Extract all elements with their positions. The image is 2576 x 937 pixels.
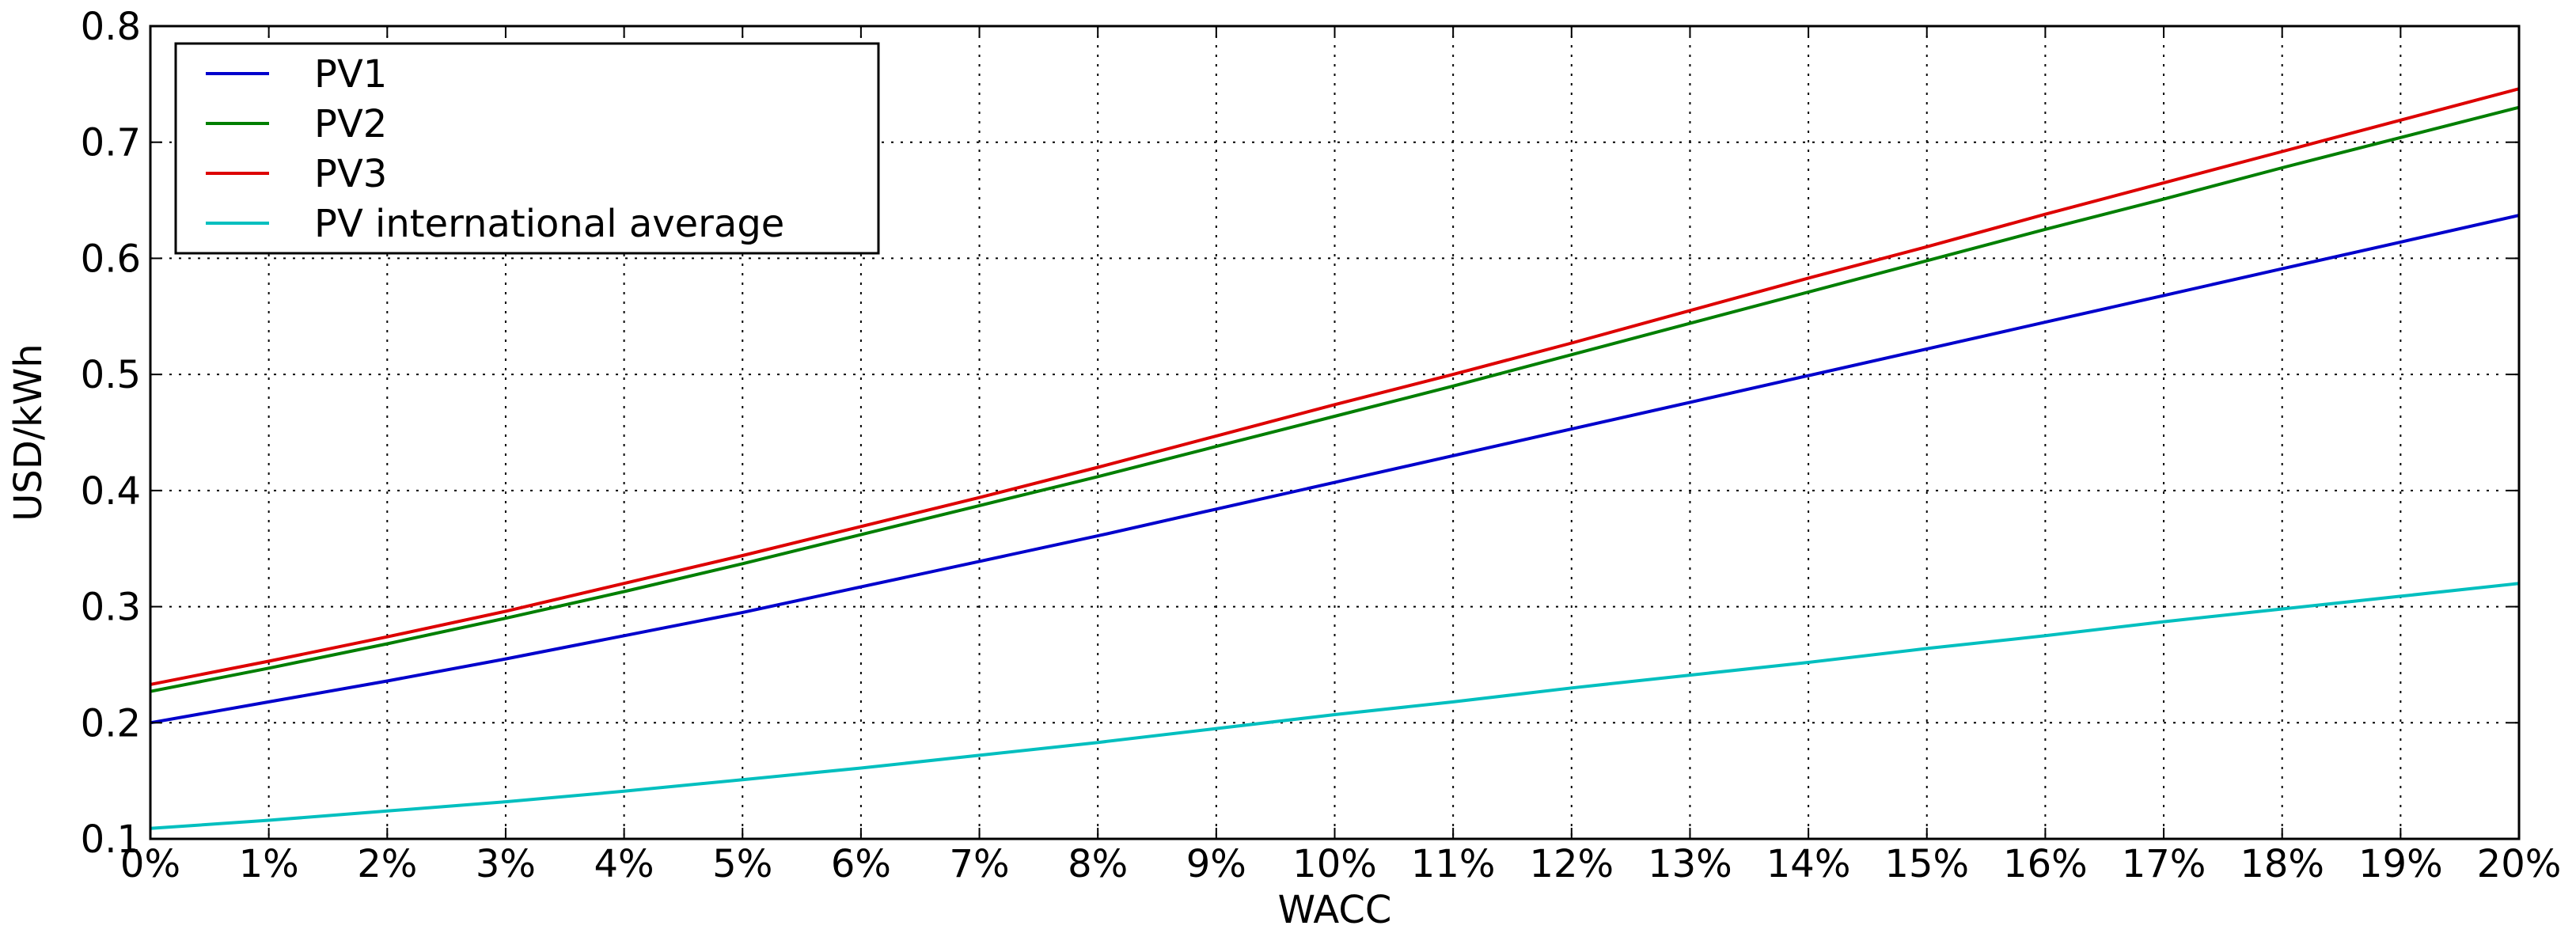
y-tick-label: 0.2 (81, 701, 141, 745)
series-line-2 (150, 105, 2520, 693)
y-tick-label: 0.8 (81, 5, 141, 49)
series-lines (150, 87, 2520, 830)
x-tick-label: 10% (1292, 842, 1377, 886)
x-axis-label: WACC (1278, 888, 1392, 932)
x-tick-label: 16% (2003, 842, 2088, 886)
y-tick-label: 0.4 (81, 469, 141, 514)
x-tick-label: 18% (2240, 842, 2324, 886)
y-tick-label: 0.6 (81, 237, 141, 281)
y-axis-label: USD/kWh (6, 343, 51, 521)
x-tick-label: 20% (2477, 842, 2562, 886)
x-tick-label: 11% (1411, 842, 1496, 886)
y-tick-label: 0.3 (81, 586, 141, 630)
y-tick-label: 0.1 (81, 818, 141, 862)
legend-label-2: PV2 (314, 102, 387, 146)
legend-items: PV1 PV2 PV3 PV international average (206, 52, 784, 246)
x-tick-label: 12% (1529, 842, 1614, 886)
x-tick-label: 8% (1068, 842, 1128, 886)
x-tick-label: 4% (594, 842, 654, 886)
legend-label-4: PV international average (314, 202, 784, 246)
axis-ticks (150, 25, 2520, 840)
y-axis-tick-labels: 0.1 0.2 0.3 0.4 0.5 0.6 0.7 0.8 (81, 5, 141, 862)
x-tick-label: 15% (1884, 842, 1969, 886)
series-line-3 (150, 87, 2520, 686)
legend-box (174, 42, 880, 255)
x-axis-tick-labels: 0% 1% 2% 3% 4% 5% 6% 7% 8% 9% 10% 11% 12% 13% 14% 15% 16… (120, 842, 2561, 886)
y-tick-label: 0.5 (81, 353, 141, 397)
x-tick-label: 7% (949, 842, 1009, 886)
legend: PV1 PV2 PV3 PV international average (174, 42, 880, 255)
x-tick-label: 5% (712, 842, 772, 886)
legend-label-3: PV3 (314, 152, 387, 196)
x-tick-label: 17% (2122, 842, 2206, 886)
x-tick-label: 14% (1766, 842, 1851, 886)
x-tick-label: 0% (120, 842, 180, 886)
series-line-1 (150, 214, 2520, 725)
x-tick-label: 13% (1648, 842, 1732, 886)
x-tick-label: 9% (1186, 842, 1246, 886)
x-tick-label: 19% (2358, 842, 2443, 886)
series-line-4 (150, 582, 2520, 830)
x-tick-label: 6% (831, 842, 891, 886)
x-tick-label: 2% (357, 842, 417, 886)
y-tick-label: 0.7 (81, 121, 141, 165)
x-tick-label: 1% (239, 842, 299, 886)
x-tick-label: 3% (476, 842, 536, 886)
legend-label-1: PV1 (314, 52, 387, 97)
